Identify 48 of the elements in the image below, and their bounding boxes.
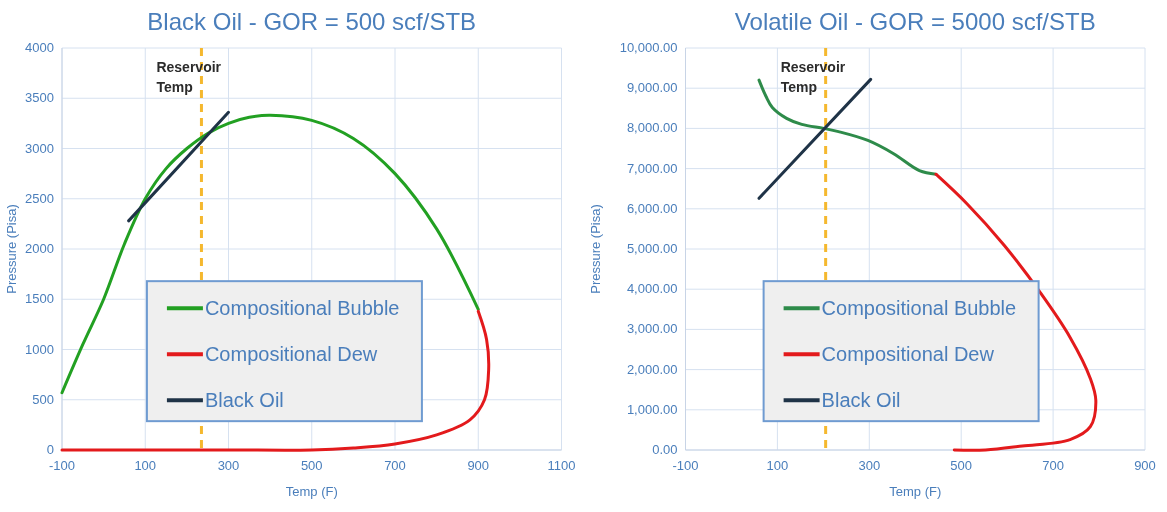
legend-label: Compositional Bubble (821, 297, 1017, 320)
y-tick-label: 1,000.00 (626, 401, 678, 417)
x-tick-label: 700 (384, 458, 406, 473)
y-axis-title: Pressure (Pisa) (4, 204, 19, 294)
y-tick-label: 1000 (25, 341, 54, 357)
chart-title: Black Oil - GOR = 500 scf/STB (147, 8, 477, 35)
x-tick-label: 700 (1042, 458, 1064, 473)
y-axis-title: Pressure (Pisa) (587, 204, 603, 294)
y-tick-label: 6,000.00 (626, 200, 678, 216)
ref-line-label: Reservoir Temp (156, 59, 222, 95)
x-tick-label: 1100 (547, 458, 576, 473)
x-tick-label: 500 (300, 458, 323, 473)
x-axis-title: Temp (F) (285, 484, 338, 499)
x-tick-label: -100 (672, 458, 699, 473)
x-tick-label: 100 (766, 458, 789, 473)
legend-label: Compositional Dew (204, 343, 378, 366)
y-tick-label: 3500 (25, 90, 54, 106)
x-tick-label: 900 (467, 458, 490, 473)
chart-title: Volatile Oil - GOR = 5000 scf/STB (734, 8, 1096, 35)
legend-label: Compositional Bubble (204, 297, 400, 320)
y-tick-label: 2,000.00 (626, 361, 678, 377)
x-tick-label: 500 (950, 458, 973, 473)
y-tick-label: 3,000.00 (626, 321, 678, 337)
y-tick-label: 5,000.00 (626, 241, 678, 256)
legend-label: Black Oil (204, 389, 284, 412)
y-tick-label: 2000 (25, 241, 54, 256)
y-tick-label: 10,000.00 (619, 40, 678, 55)
line-series (757, 78, 938, 176)
legend-label: Compositional Dew (821, 343, 995, 366)
ref-line-label: Reservoir Temp (780, 59, 846, 95)
y-tick-label: 9,000.00 (626, 80, 678, 96)
x-tick-label: 100 (134, 458, 157, 473)
y-tick-label: 3000 (25, 140, 54, 156)
y-tick-label: 4000 (25, 40, 54, 55)
y-tick-label: 4,000.00 (626, 281, 678, 297)
y-tick-label: 7,000.00 (626, 160, 678, 176)
y-tick-label: 0.00 (652, 442, 678, 457)
y-tick-label: 0 (46, 442, 54, 457)
x-tick-label: 300 (858, 458, 881, 473)
y-tick-label: 500 (32, 391, 54, 407)
x-tick-label: 900 (1134, 458, 1156, 473)
y-tick-label: 1500 (25, 291, 54, 307)
x-tick-label: 300 (217, 458, 240, 473)
x-axis-title: Temp (F) (889, 484, 942, 499)
x-tick-label: -100 (48, 458, 76, 473)
y-tick-label: 2500 (25, 190, 54, 206)
legend-label: Black Oil (821, 389, 901, 412)
y-tick-label: 8,000.00 (626, 120, 678, 136)
